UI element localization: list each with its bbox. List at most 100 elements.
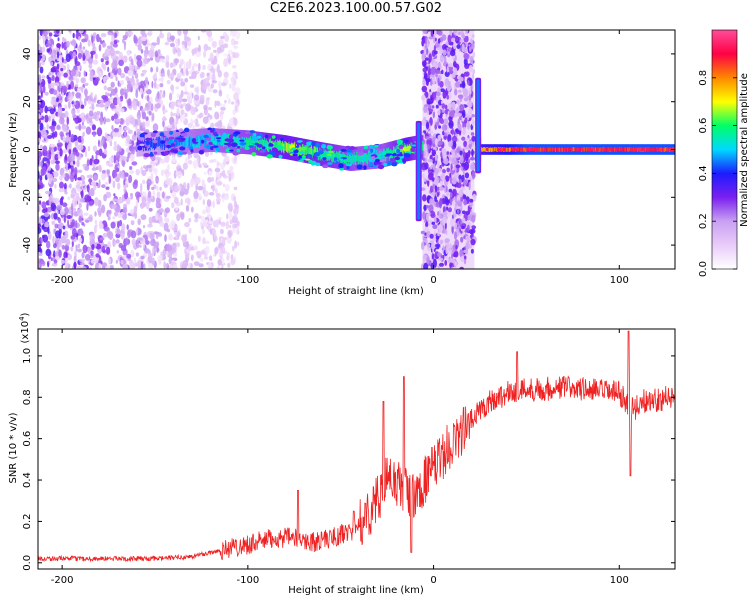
noise-speck: [450, 218, 455, 227]
ridge-blob: [383, 162, 388, 167]
noise-speck: [435, 69, 440, 75]
noise-speck: [61, 107, 65, 112]
noise-speck: [447, 246, 452, 255]
noise-speck: [46, 240, 51, 249]
noise-speck: [91, 35, 94, 44]
noise-speck: [145, 82, 149, 91]
noise-speck: [176, 213, 181, 222]
noise-speck: [453, 60, 457, 68]
ridge-blob: [210, 146, 214, 151]
noise-speck: [122, 263, 128, 269]
ridge-blob: [394, 156, 401, 161]
noise-speck: [123, 185, 126, 194]
noise-speck: [218, 89, 223, 97]
ridge-core: [651, 147, 653, 152]
noise-speck: [85, 126, 92, 135]
noise-speck: [83, 70, 87, 77]
noise-speck: [193, 119, 197, 124]
noise-speck: [467, 109, 472, 118]
noise-speck: [92, 77, 96, 81]
noise-speck: [162, 109, 168, 113]
noise-speck: [47, 76, 52, 84]
noise-speck: [105, 186, 110, 190]
noise-speck: [428, 36, 434, 40]
ridge-core: [659, 147, 661, 152]
noise-speck: [220, 35, 225, 40]
ridge-core: [276, 139, 279, 150]
ridge-core: [403, 147, 405, 157]
noise-speck: [69, 153, 75, 162]
ridge-blob: [333, 157, 338, 161]
heatmap-y-axis-label: Frequency (Hz): [8, 112, 19, 188]
noise-speck: [182, 162, 188, 170]
noise-speck: [38, 61, 41, 69]
noise-speck: [152, 246, 155, 255]
noise-speck: [151, 180, 154, 185]
noise-speck: [459, 189, 464, 198]
noise-speck: [103, 85, 108, 91]
noise-speck: [220, 245, 226, 254]
noise-speck: [57, 37, 60, 42]
ridge-core: [337, 152, 340, 162]
noise-speck: [84, 148, 87, 158]
noise-speck: [120, 73, 126, 79]
ridge-core: [246, 137, 248, 148]
noise-speck: [131, 161, 138, 166]
noise-speck: [45, 248, 52, 257]
noise-speck: [61, 86, 68, 94]
noise-speck: [472, 73, 475, 80]
ridge-core: [494, 147, 497, 152]
noise-speck: [120, 259, 124, 265]
noise-speck: [81, 125, 87, 130]
noise-speck: [84, 253, 91, 261]
ridge-core: [627, 147, 630, 152]
ridge-core: [223, 137, 225, 148]
noise-speck: [200, 221, 202, 226]
ridge-core: [331, 152, 333, 162]
ridge-core: [346, 155, 348, 166]
noise-speck: [215, 219, 219, 228]
noise-speck: [100, 139, 104, 146]
noise-speck: [439, 186, 444, 192]
noise-speck: [440, 54, 444, 63]
ridge-blob: [162, 135, 166, 138]
ridge-core: [556, 147, 558, 152]
ridge-blob: [149, 151, 153, 157]
noise-speck: [122, 207, 128, 214]
noise-speck: [74, 172, 77, 182]
noise-speck: [455, 128, 459, 133]
ridge-core: [560, 147, 562, 153]
noise-speck: [38, 150, 43, 159]
noise-speck: [44, 114, 49, 123]
noise-speck: [429, 233, 434, 239]
ridge-core: [382, 151, 384, 161]
snr-x-ticks: -200 -100 0 100: [51, 329, 629, 586]
noise-speck: [440, 46, 443, 55]
noise-speck: [437, 134, 442, 140]
noise-speck: [148, 207, 153, 212]
noise-speck: [190, 206, 194, 213]
ridge-core: [493, 147, 495, 152]
noise-speck: [181, 263, 187, 269]
noise-speck: [181, 98, 188, 103]
noise-speck: [467, 224, 470, 232]
noise-speck: [149, 57, 154, 61]
ridge-core: [501, 147, 503, 152]
noise-speck: [188, 227, 192, 234]
noise-speck: [219, 119, 222, 127]
ridge-blob: [321, 143, 327, 149]
noise-speck: [184, 252, 190, 259]
ridge-blob: [368, 162, 374, 167]
ridge-core: [279, 139, 281, 150]
noise-speck: [147, 231, 150, 238]
noise-speck: [112, 131, 119, 137]
ridge-core: [262, 139, 264, 150]
noise-speck: [94, 211, 97, 217]
noise-speck: [434, 153, 438, 162]
noise-speck: [106, 135, 112, 142]
noise-speck: [47, 166, 52, 171]
ridge-core: [557, 147, 559, 152]
ridge-core: [562, 147, 564, 152]
noise-speck: [70, 165, 74, 173]
ridge-blob: [340, 148, 347, 152]
